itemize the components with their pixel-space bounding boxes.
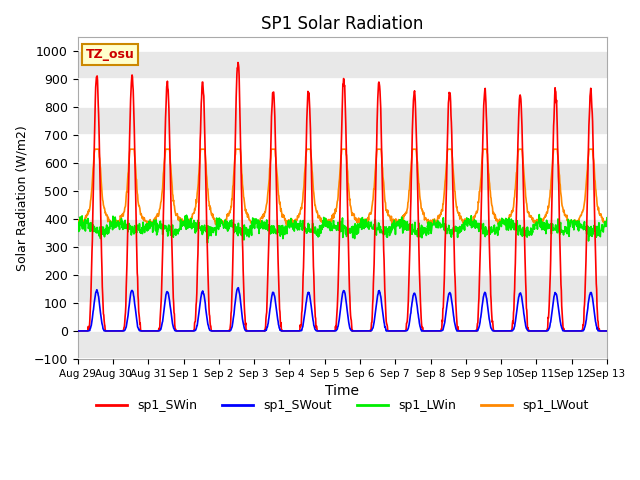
Bar: [77, 331, 607, 359]
sp1_SWin: [251, 328, 259, 334]
sp1_SWin: [425, 328, 433, 334]
sp1_LWin: [191, 230, 199, 236]
sp1_SWin: [74, 328, 81, 334]
sp1_LWout: [74, 217, 81, 223]
X-axis label: Time: Time: [325, 384, 359, 398]
sp1_SWout: [541, 328, 548, 334]
sp1_LWout: [494, 219, 502, 225]
sp1_SWout: [494, 328, 502, 334]
sp1_SWout: [234, 285, 242, 290]
Title: SP1 Solar Radiation: SP1 Solar Radiation: [261, 15, 424, 33]
sp1_LWin: [179, 222, 186, 228]
sp1_LWin: [603, 215, 611, 221]
Bar: [77, 51, 607, 79]
Line: sp1_LWin: sp1_LWin: [77, 215, 607, 243]
sp1_LWin: [494, 232, 502, 238]
Bar: [77, 163, 607, 191]
sp1_LWin: [536, 212, 543, 217]
Y-axis label: Solar Radiation (W/m2): Solar Radiation (W/m2): [15, 125, 28, 271]
sp1_LWout: [502, 223, 510, 229]
sp1_SWout: [179, 328, 186, 334]
sp1_SWin: [191, 319, 199, 324]
sp1_SWin: [603, 328, 611, 334]
sp1_SWin: [234, 60, 242, 65]
sp1_LWin: [425, 231, 433, 237]
sp1_SWout: [425, 328, 433, 334]
sp1_SWin: [179, 328, 186, 334]
sp1_LWout: [179, 219, 187, 225]
sp1_SWout: [74, 328, 81, 334]
sp1_LWin: [204, 240, 211, 246]
sp1_SWout: [191, 327, 199, 333]
sp1_SWin: [541, 328, 548, 334]
Legend: sp1_SWin, sp1_SWout, sp1_LWin, sp1_LWout: sp1_SWin, sp1_SWout, sp1_LWin, sp1_LWout: [91, 394, 594, 417]
Line: sp1_SWout: sp1_SWout: [77, 288, 607, 331]
sp1_LWout: [425, 218, 433, 224]
sp1_LWout: [603, 218, 611, 224]
Bar: [77, 107, 607, 135]
sp1_LWout: [91, 146, 99, 152]
sp1_LWout: [251, 220, 259, 226]
sp1_SWout: [251, 328, 259, 334]
Line: sp1_SWin: sp1_SWin: [77, 62, 607, 331]
sp1_LWout: [541, 214, 548, 220]
Bar: [77, 275, 607, 303]
sp1_SWin: [494, 328, 502, 334]
sp1_LWin: [541, 228, 548, 233]
sp1_LWin: [74, 227, 81, 233]
sp1_LWin: [251, 216, 259, 222]
Line: sp1_LWout: sp1_LWout: [77, 149, 607, 226]
sp1_LWout: [192, 204, 200, 210]
Text: TZ_osu: TZ_osu: [86, 48, 134, 61]
Bar: [77, 219, 607, 247]
sp1_SWout: [603, 328, 611, 334]
